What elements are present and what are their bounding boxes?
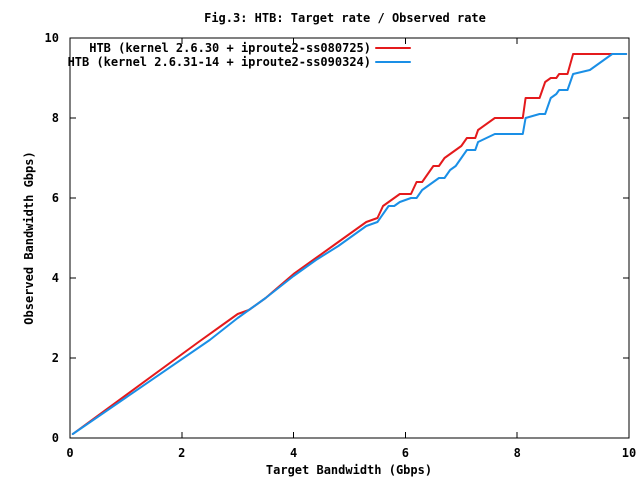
legend-label-1: HTB (kernel 2.6.30 + iproute2-ss080725) [89,41,371,55]
axis-ticks [69,37,630,439]
y-tick-label: 8 [52,111,59,125]
legend-label-2: HTB (kernel 2.6.31-14 + iproute2-ss09032… [68,55,371,69]
x-tick-label: 10 [622,446,636,460]
x-axis-label: Target Bandwidth (Gbps) [266,463,432,477]
axis-tick-labels: 0 2 4 6 8 10 0 2 4 6 8 10 [45,31,637,460]
series-layer [71,53,628,435]
y-axis-label-group: Observed Bandwidth Gbps) [22,151,36,324]
y-tick-label: 0 [52,431,59,445]
x-tick-label: 6 [402,446,409,460]
series-line-2 [71,53,628,435]
legend: HTB (kernel 2.6.30 + iproute2-ss080725)H… [68,41,411,69]
x-tick-label: 2 [178,446,185,460]
y-tick-label: 2 [52,351,59,365]
y-tick-label: 10 [45,31,59,45]
x-tick-label: 8 [514,446,521,460]
x-tick-label: 4 [290,446,297,460]
chart-title: Fig.3: HTB: Target rate / Observed rate [204,11,486,25]
series-line-1 [71,53,628,435]
plot-frame [69,37,630,439]
x-tick-label: 0 [66,446,73,460]
y-tick-label: 6 [52,191,59,205]
y-tick-label: 4 [52,271,59,285]
y-axis-label: Observed Bandwidth Gbps) [22,151,36,324]
